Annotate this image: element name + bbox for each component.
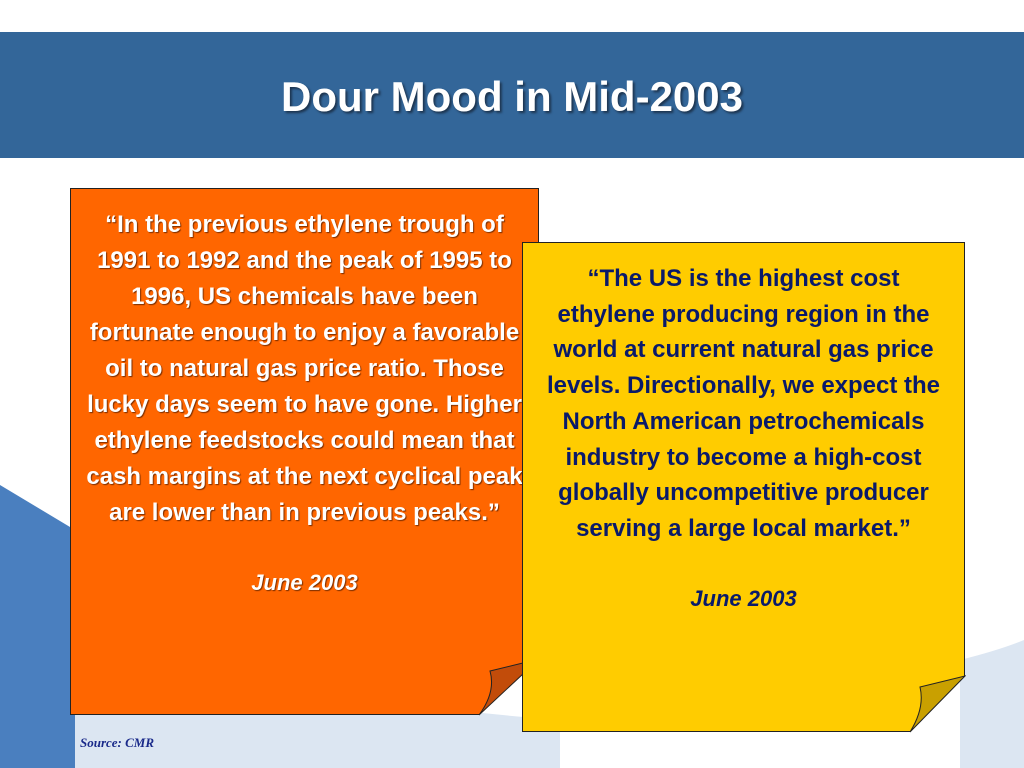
title-band: Dour Mood in Mid-2003 (0, 32, 1024, 158)
quote-note-yellow: “The US is the highest cost ethylene pro… (522, 242, 965, 732)
quote-note-orange: “In the previous ethylene trough of 1991… (70, 188, 539, 715)
page-curl-yellow (909, 675, 966, 733)
slide-title: Dour Mood in Mid-2003 (281, 73, 743, 120)
source-note: Source: CMR (80, 735, 155, 750)
decor-blue-wedge (0, 485, 75, 768)
quote-date: June 2003 (251, 570, 358, 595)
decor-light-swoosh-right (960, 640, 1024, 768)
quote-text: “In the previous ethylene trough of 1991… (86, 211, 523, 526)
quote-text: “The US is the highest cost ethylene pro… (546, 265, 941, 542)
quote-date: June 2003 (690, 585, 797, 611)
